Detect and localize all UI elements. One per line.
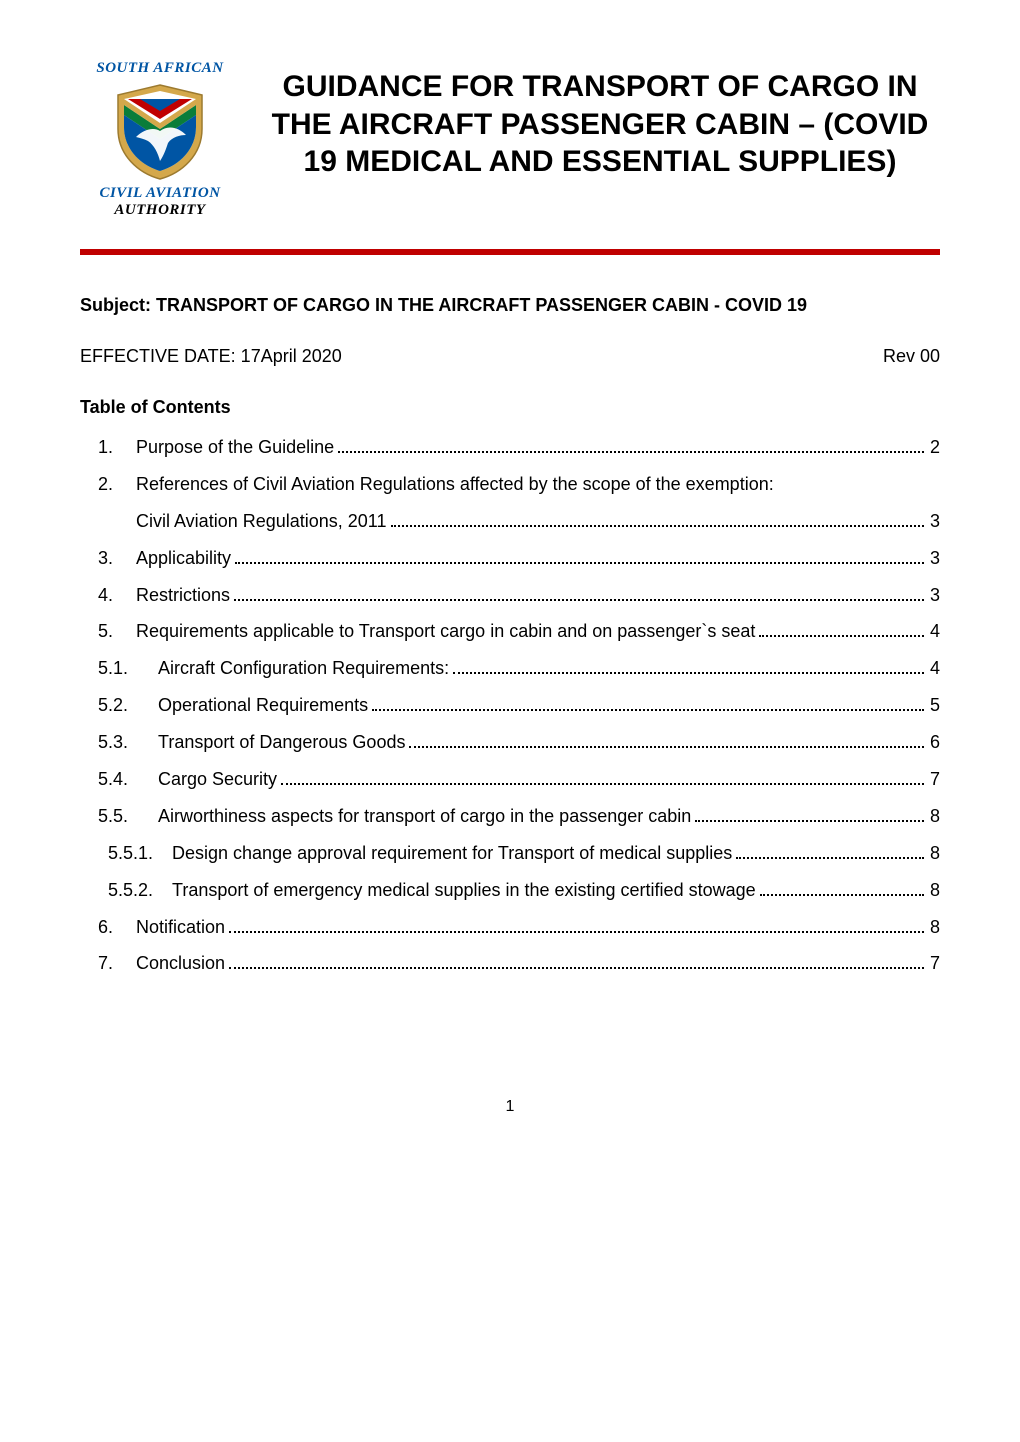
divider-red-bar xyxy=(80,249,940,255)
toc-entry-number: 1. xyxy=(80,434,136,462)
toc-entry: 5.5.Airworthiness aspects for transport … xyxy=(80,803,940,831)
toc-entry-text: Restrictions xyxy=(136,582,230,610)
toc-entry-text: Applicability xyxy=(136,545,231,573)
toc-entry: 5.2.Operational Requirements 5 xyxy=(80,692,940,720)
toc-entry-page: 3 xyxy=(928,508,940,536)
toc-entry-text: Requirements applicable to Transport car… xyxy=(136,618,755,646)
toc-entry-text: Purpose of the Guideline xyxy=(136,434,334,462)
toc-entry: 5.4.Cargo Security 7 xyxy=(80,766,940,794)
effective-row: EFFECTIVE DATE: 17April 2020 Rev 00 xyxy=(80,346,940,367)
toc-entry: 7.Conclusion 7 xyxy=(80,950,940,978)
toc-entry-text: Transport of Dangerous Goods xyxy=(158,729,405,757)
subject-value: TRANSPORT OF CARGO IN THE AIRCRAFT PASSE… xyxy=(156,295,807,315)
sacaa-logo-icon xyxy=(110,81,210,181)
toc-entry: 1.Purpose of the Guideline 2 xyxy=(80,434,940,462)
toc-entry-text: Aircraft Configuration Requirements: xyxy=(158,655,449,683)
logo-top-text: SOUTH AFRICAN xyxy=(96,60,223,77)
toc-heading: Table of Contents xyxy=(80,397,940,418)
toc-entry: Civil Aviation Regulations, 2011 3 xyxy=(80,508,940,536)
toc-entry-page: 8 xyxy=(928,840,940,868)
toc-entry-text: Transport of emergency medical supplies … xyxy=(172,877,756,905)
toc-entry: 5.3.Transport of Dangerous Goods 6 xyxy=(80,729,940,757)
toc-dot-leader xyxy=(760,881,924,895)
toc-dot-leader xyxy=(736,844,924,858)
toc-dot-leader xyxy=(229,955,924,969)
toc-dot-leader xyxy=(409,734,924,748)
toc-dot-leader xyxy=(281,771,924,785)
toc-dot-leader xyxy=(234,586,924,600)
toc-entry: 5.1.Aircraft Configuration Requirements:… xyxy=(80,655,940,683)
toc-entry-text: Cargo Security xyxy=(158,766,277,794)
toc-entry-number: 5. xyxy=(80,618,136,646)
page-title: GUIDANCE FOR TRANSPORT OF CARGO IN THE A… xyxy=(260,60,940,181)
toc-dot-leader xyxy=(391,512,924,526)
toc-entry-text: Airworthiness aspects for transport of c… xyxy=(158,803,691,831)
toc-entry-page: 8 xyxy=(928,803,940,831)
toc-dot-leader xyxy=(453,660,924,674)
revision-number: Rev 00 xyxy=(883,346,940,367)
toc-entry-number: 5.2. xyxy=(80,692,158,720)
toc-entry-number: 4. xyxy=(80,582,136,610)
toc-dot-leader xyxy=(759,623,924,637)
toc-entry: 5.5.2.Transport of emergency medical sup… xyxy=(80,877,940,905)
toc-entry: 4.Restrictions 3 xyxy=(80,582,940,610)
logo-block: SOUTH AFRICAN CIVIL AVIATION AUTHORITY xyxy=(80,60,240,219)
effective-date: EFFECTIVE DATE: 17April 2020 xyxy=(80,346,342,367)
toc-dot-leader xyxy=(372,697,924,711)
header-row: SOUTH AFRICAN CIVIL AVIATION AUTHORITY G… xyxy=(80,60,940,219)
toc-entry-number: 3. xyxy=(80,545,136,573)
toc-entry-text: Operational Requirements xyxy=(158,692,368,720)
subject-line: Subject: TRANSPORT OF CARGO IN THE AIRCR… xyxy=(80,295,940,316)
toc-entry-number: 2. xyxy=(80,471,136,499)
toc-entry-page: 8 xyxy=(928,914,940,942)
toc-entry-text: References of Civil Aviation Regulations… xyxy=(136,471,774,499)
toc-entry: 3.Applicability 3 xyxy=(80,545,940,573)
toc-entry-number: 7. xyxy=(80,950,136,978)
toc-entry-page: 4 xyxy=(928,655,940,683)
subject-label: Subject: xyxy=(80,295,156,315)
toc-entry: 6.Notification 8 xyxy=(80,914,940,942)
logo-bottom-line2: AUTHORITY xyxy=(114,202,205,219)
toc-entry: 2.References of Civil Aviation Regulatio… xyxy=(80,471,940,499)
toc-entry-number: 5.5.1. xyxy=(80,840,172,868)
toc-entry: 5.5.1.Design change approval requirement… xyxy=(80,840,940,868)
toc-entry-page: 4 xyxy=(928,618,940,646)
toc-dot-leader xyxy=(338,439,924,453)
toc-dot-leader xyxy=(235,549,924,563)
toc-entry-page: 3 xyxy=(928,545,940,573)
toc-entry-number: 5.1. xyxy=(80,655,158,683)
toc-entry-page: 7 xyxy=(928,950,940,978)
toc-entry: 5.Requirements applicable to Transport c… xyxy=(80,618,940,646)
toc-entry-text: Civil Aviation Regulations, 2011 xyxy=(136,508,387,536)
toc-entry-page: 7 xyxy=(928,766,940,794)
toc-entry-number: 5.5.2. xyxy=(80,877,172,905)
toc-entry-number: 5.5. xyxy=(80,803,158,831)
toc-dot-leader xyxy=(229,918,924,932)
toc-dot-leader xyxy=(695,808,924,822)
toc-entry-page: 8 xyxy=(928,877,940,905)
toc-entry-page: 2 xyxy=(928,434,940,462)
toc-entry-page: 6 xyxy=(928,729,940,757)
toc-entry-page: 3 xyxy=(928,582,940,610)
logo-bottom-line1: CIVIL AVIATION xyxy=(99,185,220,202)
page-number: 1 xyxy=(80,1098,940,1116)
toc-entry-page: 5 xyxy=(928,692,940,720)
toc-entry-text: Notification xyxy=(136,914,225,942)
toc-entry-number: 5.3. xyxy=(80,729,158,757)
toc-entry-text: Design change approval requirement for T… xyxy=(172,840,732,868)
toc-entry-number: 5.4. xyxy=(80,766,158,794)
toc-entry-text: Conclusion xyxy=(136,950,225,978)
toc-entry-number: 6. xyxy=(80,914,136,942)
toc-list: 1.Purpose of the Guideline 2 2.References … xyxy=(80,434,940,978)
